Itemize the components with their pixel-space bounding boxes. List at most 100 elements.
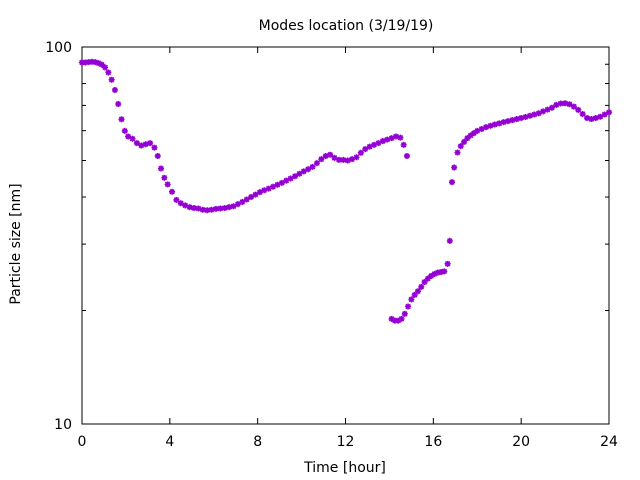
- y-tick-label: 100: [45, 40, 72, 56]
- data-point: [487, 122, 494, 129]
- data-point: [199, 206, 206, 213]
- data-point: [357, 149, 364, 156]
- data-point: [408, 296, 415, 303]
- data-point: [379, 138, 386, 145]
- data-point: [526, 112, 533, 119]
- data-point-marker: [278, 179, 285, 186]
- data-point-marker: [190, 205, 197, 212]
- data-point-marker: [500, 119, 507, 126]
- data-point-marker: [208, 206, 215, 213]
- data-point-marker: [252, 191, 259, 198]
- data-point: [252, 191, 259, 198]
- data-point-marker: [467, 132, 474, 139]
- x-axis: 0 4 8 12 16 20 24: [78, 47, 618, 450]
- data-point: [391, 317, 398, 324]
- data-point-marker: [441, 268, 448, 275]
- data-point: [434, 269, 441, 276]
- data-point-marker: [371, 141, 378, 148]
- data-point-marker: [98, 61, 105, 68]
- data-point: [239, 199, 246, 206]
- data-point: [478, 126, 485, 133]
- data-point: [592, 115, 599, 122]
- data-point: [287, 175, 294, 182]
- data-point-marker: [340, 156, 347, 163]
- data-point-marker: [195, 205, 202, 212]
- data-point: [217, 205, 224, 212]
- data-point-marker: [274, 181, 281, 188]
- data-point: [79, 59, 85, 66]
- data-point-marker: [570, 103, 577, 110]
- data-point: [108, 76, 115, 83]
- data-point-marker: [133, 140, 140, 147]
- data-point: [105, 69, 112, 76]
- data-point-marker: [470, 130, 477, 137]
- data-point: [362, 146, 369, 153]
- data-point: [248, 194, 255, 201]
- data-point: [584, 115, 591, 122]
- data-point: [438, 269, 445, 276]
- data-point: [454, 149, 461, 156]
- data-point-marker: [305, 166, 312, 173]
- data-point: [270, 183, 277, 190]
- data-point-marker: [182, 202, 189, 209]
- data-point: [431, 270, 438, 277]
- data-point: [467, 132, 474, 139]
- data-point-marker: [95, 60, 102, 67]
- data-point: [535, 110, 542, 117]
- x-tick-label: 4: [165, 434, 174, 450]
- data-point-marker: [575, 106, 582, 113]
- data-point-marker: [388, 315, 395, 322]
- data-point-marker: [118, 116, 125, 123]
- data-point: [129, 135, 136, 142]
- data-point-marker: [102, 64, 109, 71]
- data-point: [388, 315, 395, 322]
- data-point: [403, 152, 410, 159]
- data-point-marker: [313, 160, 320, 167]
- data-point-marker: [544, 106, 551, 113]
- data-point: [195, 205, 202, 212]
- data-point: [500, 119, 507, 126]
- data-point: [151, 144, 158, 151]
- data-point-marker: [601, 111, 608, 118]
- data-point-marker: [509, 117, 516, 124]
- data-point: [138, 142, 145, 149]
- data-point-marker: [388, 135, 395, 142]
- data-point: [283, 177, 290, 184]
- data-point: [335, 156, 342, 163]
- data-point: [305, 166, 312, 173]
- data-point-marker: [239, 199, 246, 206]
- data-point: [340, 156, 347, 163]
- data-point-marker: [212, 205, 219, 212]
- data-point-marker: [592, 115, 599, 122]
- data-point: [597, 113, 604, 120]
- data-point-marker: [379, 138, 386, 145]
- data-point-marker: [125, 133, 132, 140]
- data-point: [322, 152, 329, 159]
- data-point: [401, 310, 408, 317]
- data-point-marker: [147, 140, 154, 147]
- data-point-marker: [391, 317, 398, 324]
- data-point-marker: [414, 288, 421, 295]
- data-point-marker: [588, 116, 595, 123]
- data-point-marker: [292, 173, 298, 180]
- data-point: [265, 185, 272, 192]
- data-point: [190, 205, 197, 212]
- data-point-marker: [461, 138, 468, 145]
- data-point: [208, 206, 215, 213]
- data-point-marker: [526, 112, 533, 119]
- data-point: [327, 151, 334, 158]
- data-point-marker: [173, 196, 180, 203]
- data-point-marker: [566, 101, 573, 108]
- data-point-marker: [408, 296, 415, 303]
- data-point: [371, 141, 378, 148]
- data-point: [173, 196, 180, 203]
- data-point: [395, 317, 402, 324]
- data-point-marker: [151, 144, 158, 151]
- data-point: [95, 60, 102, 67]
- data-point-marker: [397, 134, 404, 141]
- data-point: [384, 136, 391, 143]
- data-point: [118, 116, 125, 123]
- data-point-marker: [108, 76, 115, 83]
- data-point-marker: [204, 207, 211, 214]
- data-point-marker: [92, 59, 99, 66]
